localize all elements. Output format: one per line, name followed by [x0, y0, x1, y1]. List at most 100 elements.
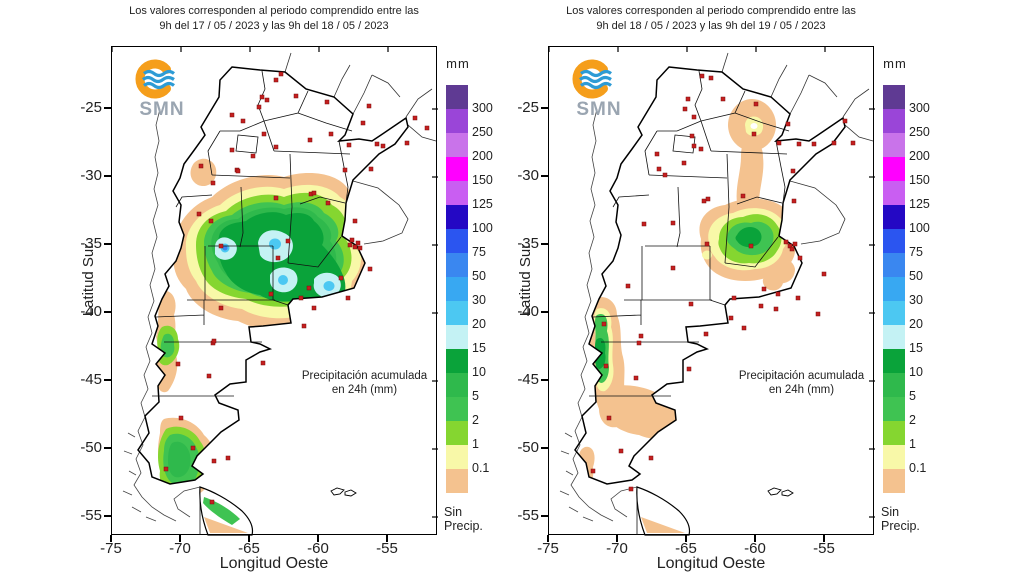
province-border: [700, 120, 712, 152]
legend-color-segment: [883, 133, 905, 157]
map-panel-left: Los valores corresponden al periodo comp…: [80, 5, 493, 572]
neighbor-border: [284, 52, 292, 73]
map-annotation: Precipitación acumulada en 24h (mm): [694, 369, 909, 397]
station-dot: [775, 291, 781, 297]
province-border: [672, 134, 696, 154]
contour-region: [278, 275, 288, 285]
station-dot: [628, 486, 634, 492]
station-dot: [218, 243, 224, 249]
y-axis-tick: [104, 447, 111, 449]
legend-value-label: 5: [472, 389, 479, 403]
y-tick-label: -35: [80, 235, 102, 252]
station-dot: [701, 198, 707, 204]
province-border: [235, 134, 259, 154]
legend-color-segment: [446, 397, 468, 421]
legend-color-segment: [446, 229, 468, 253]
station-dot: [785, 121, 791, 127]
x-tick-label: -60: [307, 540, 329, 557]
station-dot: [198, 163, 204, 169]
legend-value-label: 15: [909, 341, 923, 355]
station-dot: [792, 241, 798, 247]
legend-color-segment: [446, 349, 468, 373]
legend-color-segment: [883, 253, 905, 277]
province-border: [709, 299, 726, 306]
legend-value-label: 100: [909, 221, 930, 235]
y-tick-label: -25: [80, 99, 102, 116]
station-dot: [298, 295, 304, 301]
station-dot: [821, 271, 827, 277]
x-axis-tick: [110, 535, 112, 542]
contour-region: [332, 301, 342, 309]
station-dot: [366, 103, 372, 109]
station-dot: [590, 468, 596, 474]
x-axis-tick: [754, 535, 756, 542]
legend-color-segment: [883, 205, 905, 229]
y-tick-label: -55: [80, 507, 102, 524]
station-dot: [698, 146, 704, 152]
province-border: [287, 153, 293, 264]
province-border: [736, 196, 783, 205]
contour-region: [222, 245, 228, 251]
station-dot: [211, 458, 217, 464]
legend-color-segment: [883, 229, 905, 253]
province-border: [724, 153, 730, 264]
y-axis-tick: [541, 107, 548, 109]
contour-region: [762, 273, 783, 291]
x-tick-label: -75: [537, 540, 559, 557]
station-dot: [261, 131, 267, 137]
station-dot: [648, 455, 654, 461]
legend-color-segment: [446, 277, 468, 301]
station-dots: [590, 73, 856, 492]
panel-title: Los valores corresponden al periodo comp…: [491, 4, 931, 34]
province-border: [272, 299, 289, 306]
station-dot: [603, 363, 609, 369]
station-dot: [256, 104, 262, 110]
station-dot: [751, 131, 757, 137]
province-border: [263, 90, 309, 122]
province-border: [612, 194, 650, 208]
legend-color-segment: [446, 373, 468, 397]
station-dot: [708, 75, 714, 81]
legend-color-segment: [883, 445, 905, 469]
legend-color-segment: [883, 109, 905, 133]
province-border: [648, 174, 728, 179]
station-dot: [175, 361, 181, 367]
station-dot: [773, 306, 779, 312]
legend-color-segment: [446, 157, 468, 181]
contour-region: [204, 517, 248, 533]
legend-color-segment: [446, 325, 468, 349]
province-border: [211, 174, 291, 179]
province-border: [155, 300, 205, 325]
station-dot: [301, 323, 307, 329]
station-dot: [636, 340, 642, 346]
neighbor-border: [770, 64, 788, 98]
province-border: [644, 130, 658, 176]
province-border: [592, 300, 642, 325]
y-tick-label: -30: [517, 167, 539, 184]
contour-region: [168, 441, 191, 478]
station-dot: [360, 120, 366, 126]
panel-title-line1: Los valores corresponden al periodo comp…: [129, 5, 419, 17]
neighbor-border: [842, 88, 870, 118]
smn-logo-icon: [572, 59, 612, 99]
legend-color-segment: [446, 85, 468, 109]
y-axis-tick: [541, 175, 548, 177]
contour-region: [641, 517, 685, 533]
station-dot: [625, 283, 631, 289]
legend-value-label: 75: [909, 245, 923, 259]
y-axis-tick: [541, 243, 548, 245]
station-dot: [748, 243, 754, 249]
station-dot: [380, 143, 386, 149]
malvinas-islands: [767, 487, 794, 497]
x-tick-label: -55: [376, 540, 398, 557]
chile-coastline: [133, 108, 177, 522]
station-dot: [346, 142, 352, 148]
y-axis-tick: [104, 311, 111, 313]
station-dot: [703, 331, 709, 337]
station-dot: [670, 265, 676, 271]
province-border: [187, 245, 275, 301]
station-dot: [374, 141, 380, 147]
y-tick-label: -40: [517, 303, 539, 320]
chile-islands: [122, 432, 201, 522]
argentina-outline: [137, 66, 409, 485]
